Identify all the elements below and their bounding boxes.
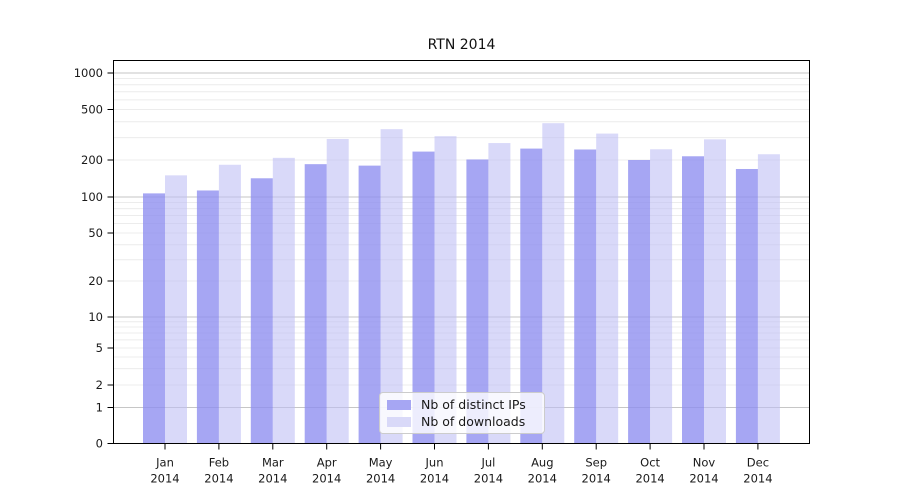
bar-distinct-ips-jun [412, 151, 435, 444]
bar-downloads-dec [757, 154, 780, 444]
y-tick-label: 10 [88, 310, 103, 324]
y-tick-label: 1 [96, 401, 103, 415]
x-tick-label-month: Feb [209, 456, 229, 470]
x-tick-label-year: 2014 [366, 472, 395, 486]
bar-distinct-ips-sep [574, 149, 597, 444]
legend-swatch-downloads [387, 416, 411, 427]
y-tick-label: 20 [88, 274, 103, 288]
bar-downloads-may [380, 129, 403, 444]
chart-title: RTN 2014 [427, 37, 496, 53]
x-tick-label-year: 2014 [689, 472, 718, 486]
y-tick-label: 100 [81, 190, 103, 204]
y-tick-label: 5 [96, 341, 103, 355]
x-tick-label-month: Mar [262, 456, 284, 470]
y-tick-label: 2 [96, 378, 103, 392]
bar-downloads-sep [596, 133, 619, 444]
y-tick-label: 0 [96, 437, 103, 451]
bar-downloads-jan [165, 175, 187, 444]
bar-downloads-mar [272, 157, 295, 444]
bar-distinct-ips-aug [520, 148, 543, 444]
x-tick-label-year: 2014 [474, 472, 503, 486]
bar-distinct-ips-jan [143, 193, 165, 444]
legend: Nb of distinct IPs Nb of downloads [379, 392, 545, 434]
x-tick-label-month: Sep [585, 456, 607, 470]
x-tick-label-year: 2014 [258, 472, 287, 486]
legend-item-downloads: Nb of downloads [387, 414, 536, 429]
bar-downloads-apr [326, 138, 349, 444]
x-tick-label-month: Apr [317, 456, 337, 470]
x-tick-label-year: 2014 [635, 472, 664, 486]
bar-distinct-ips-nov [682, 156, 704, 444]
legend-label-downloads: Nb of downloads [421, 414, 526, 429]
x-tick-label-year: 2014 [528, 472, 557, 486]
bar-distinct-ips-may [358, 165, 381, 444]
x-tick-label-month: Aug [531, 456, 553, 470]
bar-distinct-ips-mar [250, 178, 273, 444]
x-tick-label-month: Jul [480, 456, 495, 470]
y-tick-label: 200 [81, 153, 103, 167]
bar-distinct-ips-apr [304, 164, 327, 444]
x-tick-label-month: Jan [155, 456, 174, 470]
x-tick-label-year: 2014 [204, 472, 233, 486]
x-tick-label-month: May [369, 456, 393, 470]
y-tick-label: 50 [88, 226, 103, 240]
legend-item-distinct-ips: Nb of distinct IPs [387, 397, 536, 412]
x-tick-label-year: 2014 [582, 472, 611, 486]
bar-distinct-ips-dec [735, 168, 758, 444]
x-tick-label-month: Oct [640, 456, 660, 470]
x-tick-label-month: Dec [747, 456, 769, 470]
plot-frame [113, 60, 810, 444]
x-tick-label-month: Jun [425, 456, 444, 470]
x-tick-label-year: 2014 [312, 472, 341, 486]
x-tick-label-year: 2014 [420, 472, 449, 486]
bar-downloads-nov [704, 139, 726, 444]
bar-downloads-jul [488, 143, 511, 444]
x-tick-label-year: 2014 [150, 472, 179, 486]
bar-downloads-oct [650, 149, 673, 444]
x-tick-label-month: Nov [693, 456, 716, 470]
legend-swatch-distinct-ips [387, 399, 411, 410]
bar-distinct-ips-jul [466, 159, 489, 444]
bar-downloads-jun [434, 136, 457, 444]
bar-distinct-ips-oct [628, 160, 651, 444]
y-tick-label: 1000 [74, 66, 103, 80]
x-tick-label-year: 2014 [743, 472, 772, 486]
bar-downloads-feb [218, 164, 241, 444]
legend-label-distinct-ips: Nb of distinct IPs [421, 397, 526, 412]
y-tick-label: 500 [81, 103, 103, 117]
bar-distinct-ips-feb [196, 190, 219, 444]
bar-downloads-aug [542, 123, 565, 444]
